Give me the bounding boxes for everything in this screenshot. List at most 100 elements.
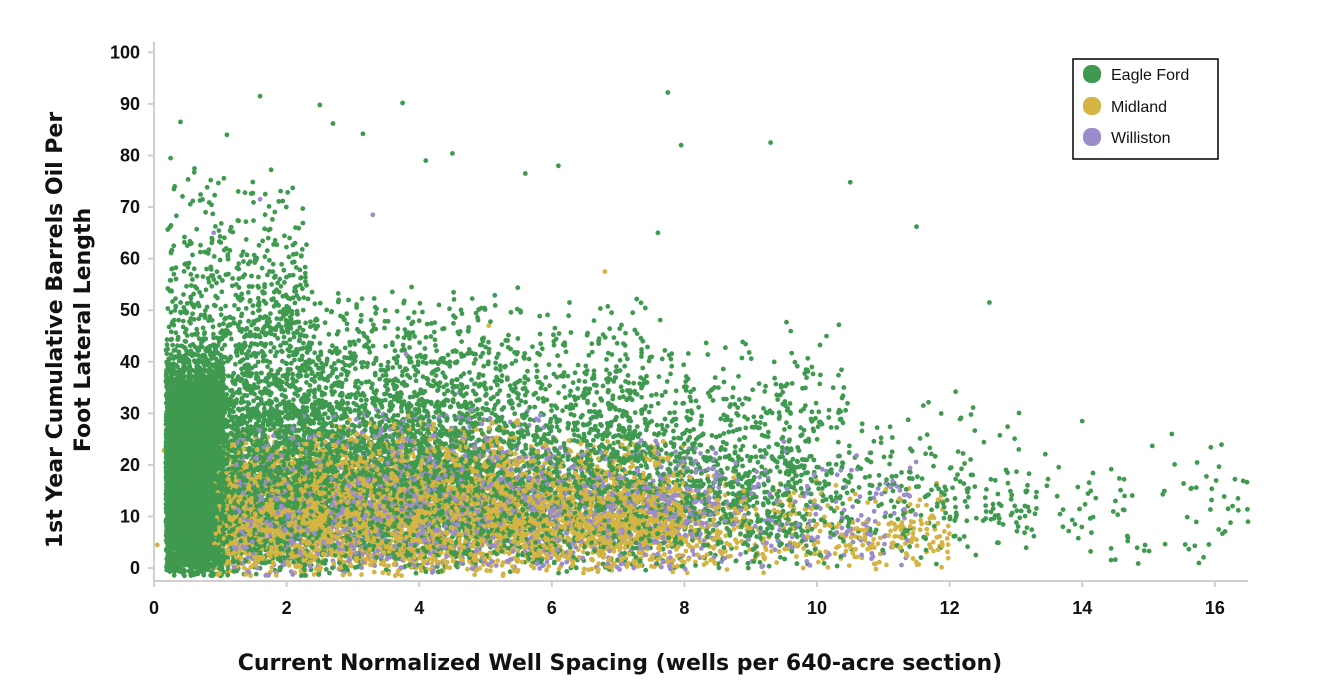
point-eagle-ford bbox=[1012, 503, 1018, 509]
point-eagle-ford bbox=[182, 234, 187, 240]
point-eagle-ford bbox=[736, 373, 741, 379]
point-midland bbox=[486, 323, 492, 329]
point-eagle-ford bbox=[1181, 481, 1186, 486]
point-eagle-ford bbox=[1014, 469, 1019, 475]
point-eagle-ford bbox=[286, 353, 292, 359]
point-midland bbox=[581, 549, 586, 555]
point-eagle-ford bbox=[784, 420, 789, 426]
point-eagle-ford bbox=[1209, 497, 1214, 503]
point-eagle-ford bbox=[1022, 513, 1028, 519]
point-williston bbox=[902, 515, 907, 521]
point-eagle-ford bbox=[254, 255, 260, 261]
point-williston bbox=[849, 467, 854, 473]
point-eagle-ford bbox=[285, 190, 291, 195]
point-midland bbox=[848, 535, 854, 540]
point-eagle-ford bbox=[953, 476, 959, 482]
point-midland bbox=[581, 570, 586, 576]
point-eagle-ford bbox=[229, 283, 235, 289]
point-midland bbox=[800, 565, 806, 571]
point-eagle-ford bbox=[459, 339, 464, 344]
point-eagle-ford bbox=[968, 457, 973, 462]
point-eagle-ford bbox=[397, 364, 403, 370]
point-eagle-ford bbox=[249, 273, 254, 279]
point-eagle-ford bbox=[623, 352, 628, 357]
point-eagle-ford bbox=[700, 431, 706, 437]
point-eagle-ford bbox=[846, 450, 852, 455]
point-eagle-ford bbox=[968, 412, 974, 417]
point-eagle-ford bbox=[236, 261, 242, 267]
point-eagle-ford bbox=[665, 90, 671, 95]
point-eagle-ford bbox=[953, 389, 958, 395]
point-eagle-ford bbox=[312, 301, 318, 307]
point-eagle-ford bbox=[239, 253, 244, 258]
point-eagle-ford bbox=[278, 283, 284, 289]
point-eagle-ford bbox=[228, 336, 234, 342]
point-eagle-ford bbox=[171, 243, 177, 249]
point-williston bbox=[493, 563, 499, 568]
point-eagle-ford bbox=[291, 397, 296, 403]
point-eagle-ford bbox=[297, 325, 303, 330]
point-eagle-ford bbox=[256, 242, 262, 248]
point-eagle-ford bbox=[168, 155, 174, 161]
point-eagle-ford bbox=[893, 473, 899, 479]
point-eagle-ford bbox=[445, 352, 451, 358]
point-eagle-ford bbox=[709, 433, 715, 438]
point-eagle-ford bbox=[199, 293, 204, 299]
y-axis-title: 1st Year Cumulative Barrels Oil Per Foot… bbox=[43, 112, 96, 549]
point-eagle-ford bbox=[492, 292, 498, 298]
point-williston bbox=[897, 488, 903, 493]
point-eagle-ford bbox=[254, 422, 260, 428]
point-eagle-ford bbox=[982, 495, 988, 501]
point-eagle-ford bbox=[996, 520, 1002, 526]
point-eagle-ford bbox=[673, 388, 679, 394]
point-eagle-ford bbox=[667, 410, 673, 416]
point-eagle-ford bbox=[1235, 496, 1241, 501]
point-eagle-ford bbox=[566, 313, 571, 319]
point-eagle-ford bbox=[1044, 483, 1050, 489]
point-eagle-ford bbox=[905, 417, 911, 423]
point-eagle-ford bbox=[634, 296, 640, 302]
point-eagle-ford bbox=[275, 336, 281, 341]
point-eagle-ford bbox=[794, 363, 800, 369]
point-eagle-ford bbox=[323, 385, 329, 391]
point-eagle-ford bbox=[208, 177, 214, 183]
point-midland bbox=[495, 558, 501, 564]
point-eagle-ford bbox=[447, 306, 452, 312]
y-axis-title-line-2: Foot Lateral Length bbox=[71, 208, 96, 452]
point-eagle-ford bbox=[919, 476, 925, 481]
point-eagle-ford bbox=[575, 386, 581, 391]
point-eagle-ford bbox=[794, 561, 800, 567]
point-eagle-ford bbox=[907, 544, 912, 549]
point-eagle-ford bbox=[494, 382, 500, 388]
point-eagle-ford bbox=[746, 350, 752, 355]
point-eagle-ford bbox=[908, 509, 914, 514]
point-eagle-ford bbox=[565, 373, 571, 379]
point-eagle-ford bbox=[1018, 508, 1024, 514]
point-eagle-ford bbox=[298, 282, 303, 288]
point-eagle-ford bbox=[239, 366, 244, 372]
point-eagle-ford bbox=[934, 561, 939, 567]
point-midland bbox=[817, 528, 823, 534]
point-eagle-ford bbox=[789, 350, 795, 356]
point-eagle-ford bbox=[659, 356, 665, 362]
point-eagle-ford bbox=[586, 430, 592, 436]
point-eagle-ford bbox=[300, 206, 306, 212]
point-eagle-ford bbox=[428, 321, 434, 326]
point-eagle-ford bbox=[433, 343, 438, 348]
point-eagle-ford bbox=[774, 464, 780, 470]
point-eagle-ford bbox=[469, 377, 474, 383]
point-williston bbox=[667, 549, 673, 555]
point-eagle-ford bbox=[884, 477, 889, 483]
point-eagle-ford bbox=[811, 518, 817, 524]
point-eagle-ford bbox=[575, 362, 581, 368]
point-eagle-ford bbox=[278, 188, 283, 194]
point-eagle-ford bbox=[431, 414, 437, 420]
point-eagle-ford bbox=[488, 319, 493, 324]
point-eagle-ford bbox=[253, 571, 259, 577]
point-eagle-ford bbox=[342, 345, 348, 351]
point-eagle-ford bbox=[272, 209, 278, 215]
point-eagle-ford bbox=[1088, 549, 1093, 554]
point-eagle-ford bbox=[965, 544, 970, 550]
point-eagle-ford bbox=[287, 337, 293, 343]
point-eagle-ford bbox=[953, 504, 958, 510]
